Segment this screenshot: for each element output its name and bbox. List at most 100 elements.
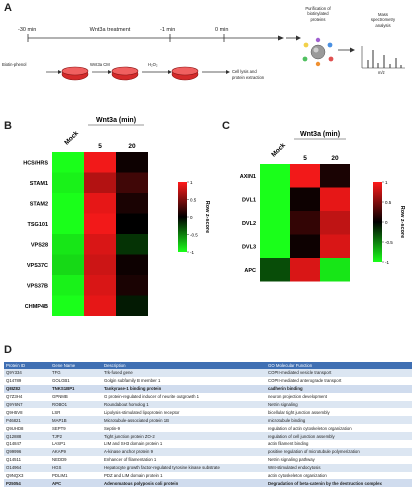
- panel-d-label: D: [4, 344, 12, 356]
- cell-protein-id: Q7Z3H4: [4, 392, 50, 401]
- cell-go-function: Netrin signaling pathway: [266, 455, 412, 464]
- table-row: Q99996 AKAP9 A-kinase anchor protein 9 posi…: [4, 447, 412, 456]
- heatmap-cell: [290, 211, 320, 235]
- cell-gene-name: NEDD9: [50, 455, 102, 464]
- mass-line2: spectrometry: [370, 17, 396, 23]
- legend-tick-label: -1: [190, 250, 194, 255]
- heatmap-row-label: AXIN1: [240, 174, 256, 180]
- cell-go-function: cadherin binding: [266, 384, 412, 393]
- step-biotin-phenol: Biotin-phenol: [2, 62, 27, 67]
- protein-table: Protein ID Gene Name Description GO Mole…: [4, 362, 412, 488]
- heatmap-cell: [84, 254, 116, 275]
- cell-protein-id: Q8IZ82: [4, 384, 50, 393]
- header-protein-id: Protein ID: [4, 362, 50, 369]
- table-row: Q9Y334 TFG Trk-fused gene COPII-mediated ve…: [4, 369, 412, 377]
- heatmap-cell: [84, 152, 116, 173]
- cell-gene-name: LSR: [50, 408, 102, 417]
- cell-gene-name: ROBO1: [50, 400, 102, 409]
- cell-go-function: bicellular tight junction assembly: [266, 408, 412, 417]
- heatmap-cell: [84, 193, 116, 214]
- heatmap-col-label: Mock: [270, 142, 287, 159]
- cell-protein-id: Q12888: [4, 432, 50, 441]
- cell-protein-id: Q14847: [4, 440, 50, 448]
- heatmap-cell: [84, 275, 116, 296]
- cell-gene-name: PDLIM1: [50, 471, 102, 480]
- heatmap-cell: [52, 234, 84, 255]
- cell-gene-name: MAP1B: [50, 416, 102, 425]
- cell-go-function: regulation of actin cytoskeleton organiz…: [266, 424, 412, 433]
- table-row: Q12888 TJP2 Tight junction protein ZO-2 reg…: [4, 432, 412, 441]
- heatmap-cell: [116, 152, 148, 173]
- heatmap-col-label: 20: [331, 155, 339, 162]
- heatmap-c: Wnt3a (min) Mock 5 20 AXIN1 DVL1 DVL2 DVL3 APC 1 0…: [240, 131, 405, 282]
- purification-line3: proteins: [310, 16, 326, 22]
- cell-go-function: Degradation of beta-catenin by the destr…: [266, 479, 412, 488]
- cell-description: Roundabout homolog 1: [102, 400, 266, 409]
- cell-go-function: actin cytoskeleton organization: [266, 471, 412, 480]
- cell-protein-id: Q14511: [4, 455, 50, 464]
- heatmap-row-label: DVL2: [242, 221, 256, 227]
- legend-label: Row z-score: [204, 201, 210, 233]
- heatmap-row-label: VPS37C: [27, 263, 48, 269]
- label-t30: -30 min: [18, 27, 37, 33]
- cell-description: PDZ and LIM domain protein 1: [102, 471, 266, 480]
- label-wnt-treatment: Wnt3a treatment: [89, 27, 131, 33]
- cell-description: Golgin subfamily B member 1: [102, 376, 266, 385]
- heatmap-cell: [84, 295, 116, 316]
- cell-description: Septin-9: [102, 424, 266, 433]
- mass-line1: Mass: [377, 12, 388, 17]
- heatmap-cell: [260, 164, 290, 188]
- cell-go-function: actin filament binding: [266, 440, 412, 448]
- heatmap-col-label: Mock: [63, 130, 80, 147]
- legend-tick-label: 1: [385, 180, 388, 185]
- step-wnt3a-cm: Wnt3a CM: [90, 62, 110, 67]
- heatmap-cell: [320, 164, 350, 188]
- cell-description: Adenomatous polyposis coli protein: [102, 479, 266, 488]
- cell-protein-id: P25054: [4, 479, 50, 488]
- legend-tick-label: 0: [190, 215, 193, 220]
- cell-gene-name: LASP1: [50, 440, 102, 448]
- cell-description: Enhancer of filamentation 1: [102, 455, 266, 464]
- cell-protein-id: Q14789: [4, 376, 50, 385]
- table-row: Q9H5V8 LSR Lipolysis-stimulated lipoprotei…: [4, 408, 412, 417]
- table-body: Q9Y334 TFG Trk-fused gene COPII-mediated ve…: [4, 369, 412, 488]
- heatmap-cell: [52, 172, 84, 193]
- cell-gene-name: GOLGB1: [50, 376, 102, 385]
- legend-colorbar: [178, 182, 187, 252]
- legend-tick-label: -0.5: [190, 232, 198, 237]
- heatmap-cell: [116, 213, 148, 234]
- table-row: P25054 APC Adenomatous polyposis coli prot…: [4, 479, 412, 488]
- heatmap-cell: [84, 234, 116, 255]
- mz-label: m/z: [378, 70, 385, 75]
- cell-go-function: regulation of cell junction assembly: [266, 432, 412, 441]
- panel-a-schematic: [27, 34, 405, 81]
- heatmap-row-label: CHMP4B: [25, 304, 48, 310]
- cell-gene-name: AKAP9: [50, 447, 102, 456]
- heatmap-title: Wnt3a (min): [300, 131, 340, 138]
- table-row: O14964 HGS Hepatocyte growth factor-regula…: [4, 463, 412, 472]
- step-lysis-line2: protein extraction: [232, 75, 265, 80]
- step-h2o2: H₂O₂: [148, 62, 158, 67]
- legend-tick-label: 0.5: [190, 197, 197, 202]
- mass-spectrum-graphic: [361, 46, 405, 69]
- dish-1: [61, 66, 89, 81]
- cell-description: Tight junction protein ZO-2: [102, 432, 266, 441]
- cell-gene-name: SEPT9: [50, 424, 102, 433]
- cell-go-function: positive regulation of microtubule polym…: [266, 447, 412, 456]
- cell-description: LIM and SH3 domain protein 1: [102, 440, 266, 448]
- heatmap-cell: [116, 172, 148, 193]
- cell-go-function: COPII-mediated vesicle transport: [266, 369, 412, 377]
- heatmap-cell: [116, 193, 148, 214]
- heatmap-cell: [84, 172, 116, 193]
- cell-description: Hepatocyte growth factor-regulated tyros…: [102, 463, 266, 472]
- heatmap-cell: [290, 164, 320, 188]
- cell-description: Lipolysis-stimulated lipoprotein recepto…: [102, 408, 266, 417]
- cell-description: A-kinase anchor protein 9: [102, 447, 266, 456]
- heatmap-cell: [116, 295, 148, 316]
- table-row: Q8IZ82 TNKS1BP1 Tankyrase-1 binding protei…: [4, 384, 412, 393]
- heatmap-title: Wnt3a (min): [96, 117, 136, 124]
- cell-description: G protein-regulated inducer of neurite o…: [102, 392, 266, 401]
- cell-go-function: COPII-mediated anterograde transport: [266, 376, 412, 385]
- heatmap-row-label: APC: [244, 268, 256, 274]
- cell-go-function: Netrin signaling: [266, 400, 412, 409]
